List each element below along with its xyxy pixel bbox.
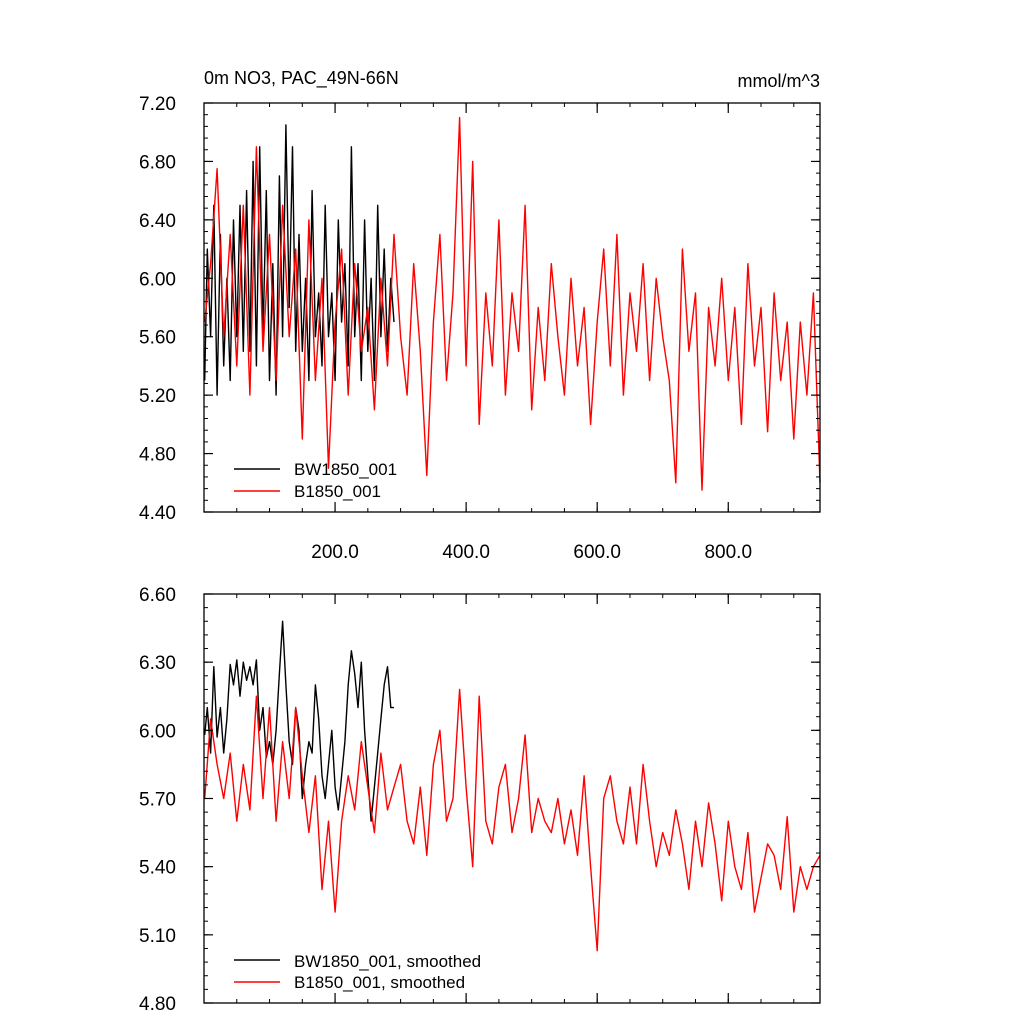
top-y-tick-label: 6.00: [139, 269, 176, 290]
top-x-tick-label: 800.0: [704, 542, 752, 563]
top-series-layer: [204, 116, 821, 491]
bottom-legend-label-b: B1850_001, smoothed: [294, 973, 465, 992]
top-plot-frame: [203, 102, 821, 513]
top-x-tick-label: 400.0: [442, 542, 490, 563]
top-legend: BW1850_001 B1850_001: [234, 460, 397, 501]
bottom-panel: 4.80 5.10 5.40 5.70 6.00 6.30 6.60 BW1850_001,…: [139, 585, 821, 1015]
bottom-series-line-1: [204, 688, 821, 952]
top-x-tick-label: 600.0: [573, 542, 621, 563]
top-chart-title: 0m NO3, PAC_49N-66N: [204, 68, 399, 89]
top-series-line-0: [204, 124, 395, 396]
bottom-plot-frame: [203, 593, 821, 1004]
bottom-y-tick-label: 6.00: [139, 721, 176, 742]
bottom-y-tick-label: 4.80: [139, 994, 176, 1015]
top-y-tick-label: 4.80: [139, 445, 176, 466]
top-x-tick-label: 200.0: [311, 542, 359, 563]
bottom-legend-label-bw: BW1850_001, smoothed: [294, 952, 481, 971]
bottom-y-tick-label: 5.10: [139, 926, 176, 947]
bottom-axis-layer: 4.80 5.10 5.40 5.70 6.00 6.30 6.60: [139, 585, 820, 1015]
top-y-tick-label: 7.20: [139, 94, 176, 115]
top-panel: 0m NO3, PAC_49N-66N mmol/m^3 4.40 4.80 5.2…: [139, 68, 821, 563]
bottom-series-line-0: [204, 620, 394, 822]
top-axis-layer: 4.40 4.80 5.20 5.60 6.00 6.40 6.80 7.20 200.0 400…: [139, 94, 820, 563]
top-y-tick-label: 5.60: [139, 328, 176, 349]
top-legend-label-bw: BW1850_001: [294, 460, 397, 479]
top-y-tick-label: 5.20: [139, 386, 176, 407]
bottom-series-layer: [204, 620, 821, 952]
bottom-y-tick-label: 5.70: [139, 790, 176, 811]
bottom-y-tick-label: 6.60: [139, 585, 176, 606]
top-legend-label-b: B1850_001: [294, 482, 381, 501]
top-y-tick-label: 6.80: [139, 152, 176, 173]
bottom-legend: BW1850_001, smoothed B1850_001, smoothed: [234, 952, 481, 992]
bottom-y-tick-label: 5.40: [139, 858, 176, 879]
top-series-line-1: [204, 116, 821, 491]
bottom-y-tick-label: 6.30: [139, 653, 176, 674]
top-y-tick-label: 4.40: [139, 503, 176, 524]
top-chart-units: mmol/m^3: [738, 71, 820, 91]
top-y-tick-label: 6.40: [139, 211, 176, 232]
